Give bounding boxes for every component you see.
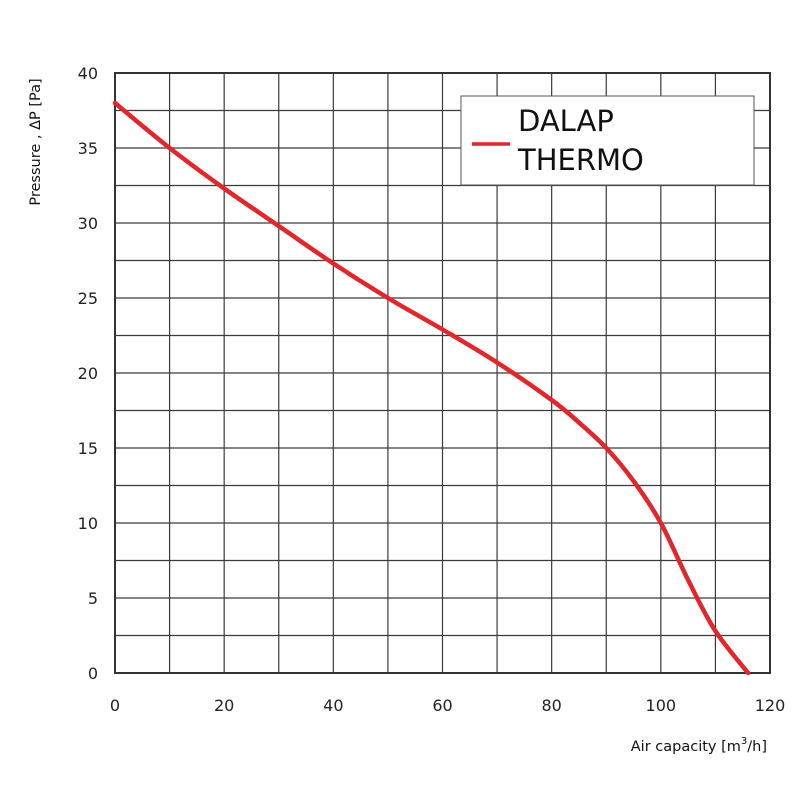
x-tick-label: 60 [432, 696, 452, 715]
x-axis-unit-suffix: /h] [747, 739, 767, 755]
y-axis-label: Pressure , ΔP [Pa] [28, 78, 44, 205]
x-tick-label: 40 [323, 696, 343, 715]
y-tick-label: 20 [78, 364, 98, 383]
y-tick-label: 5 [88, 589, 98, 608]
x-axis-label: Air capacity [m3/h] [631, 736, 767, 755]
x-axis-label-name: Air capacity [631, 739, 717, 755]
y-tick-label: 10 [78, 514, 98, 533]
plot-frame [114, 72, 771, 674]
y-tick-labels: 0 5 10 15 20 25 30 35 40 [78, 64, 98, 683]
y-tick-label: 30 [78, 214, 98, 233]
x-tick-label: 20 [214, 696, 234, 715]
x-tick-label: 120 [755, 696, 786, 715]
y-tick-label: 25 [78, 289, 98, 308]
x-tick-label: 100 [646, 696, 677, 715]
x-tick-labels: 0 20 40 60 80 100 120 [110, 696, 785, 715]
legend: DALAP THERMO [460, 95, 755, 186]
x-axis-unit-prefix: [m [721, 739, 741, 755]
series-layer [112, 100, 751, 676]
legend-label-line1: DALAP [518, 104, 614, 138]
x-tick-label: 0 [110, 696, 120, 715]
legend-label-line2: THERMO [517, 143, 644, 177]
y-tick-label: 0 [88, 664, 98, 683]
series-line [112, 100, 751, 676]
x-axis-unit-sup: 3 [741, 736, 747, 747]
y-tick-label: 40 [78, 64, 98, 83]
legend-box [460, 95, 755, 186]
y-tick-label: 35 [78, 139, 98, 158]
x-tick-label: 80 [541, 696, 561, 715]
y-tick-label: 15 [78, 439, 98, 458]
